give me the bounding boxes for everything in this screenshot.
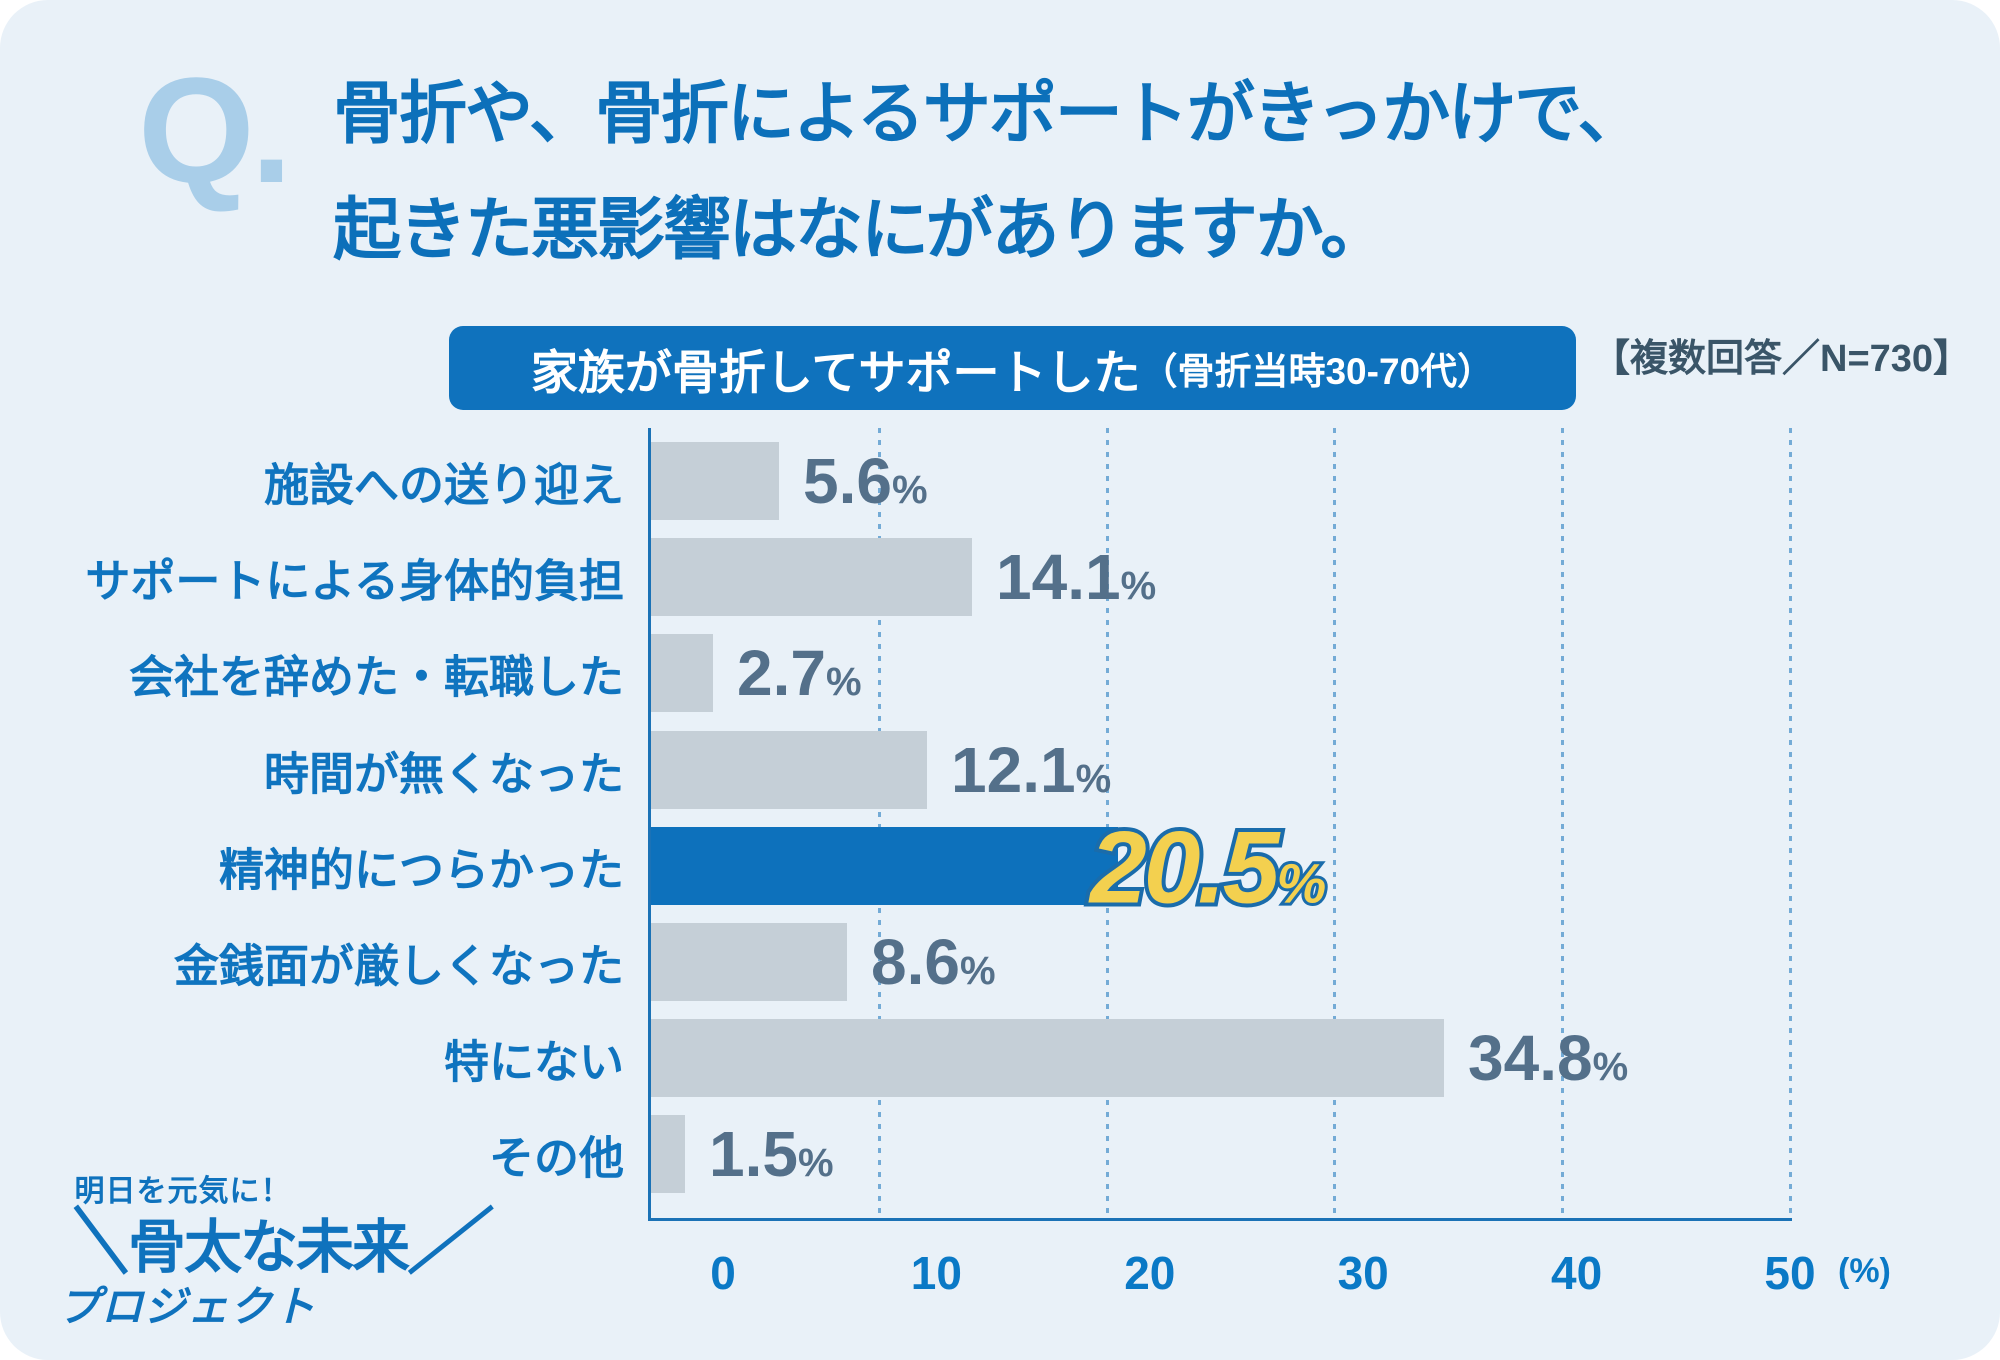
x-axis-unit-label: (%) <box>1838 1252 1891 1290</box>
logo-right-slash: ／ <box>408 1203 480 1283</box>
category-label: 金銭面が厳しくなった <box>173 940 624 992</box>
x-axis-tick-label: 10 <box>910 1247 962 1299</box>
question-title-line2: 起きた悪影響はなにがありますか。 <box>333 192 1388 268</box>
value-number: 14.1 <box>996 541 1121 613</box>
value-label: 2.7% <box>737 636 862 710</box>
percent-sign: % <box>1120 564 1157 608</box>
x-axis-line <box>648 1218 1792 1221</box>
value-number: 8.6 <box>871 926 960 998</box>
value-number: 1.5 <box>709 1118 798 1190</box>
x-axis-tick-label: 40 <box>1551 1247 1603 1299</box>
category-label: その他 <box>488 1132 624 1184</box>
value-label: 14.1% <box>996 540 1156 614</box>
badge-note-text: （骨折当時30-70代） <box>1140 351 1495 392</box>
logo-main-label: 骨太な未来 <box>128 1215 410 1280</box>
badge-main-text: 家族が骨折してサポートした <box>530 345 1141 399</box>
value-number: 5.6 <box>803 445 892 517</box>
category-label: 時間が無くなった <box>263 748 624 800</box>
question-mark-icon: Q. <box>138 46 292 214</box>
value-number: 12.1 <box>951 734 1076 806</box>
project-logo: 明日を元気に！ ＼骨太な未来／ プロジェクト <box>58 1166 480 1333</box>
category-label: 会社を辞めた・転職した <box>128 651 624 703</box>
gridline <box>1105 428 1109 1218</box>
bar <box>651 1019 1444 1097</box>
sample-size-annotation: 【複数回答／N=730】 <box>1592 338 1972 380</box>
gridline <box>1333 428 1337 1218</box>
percent-sign: % <box>825 660 862 704</box>
percent-sign: % <box>1075 757 1112 801</box>
gridline <box>1789 428 1792 1218</box>
percent-sign: % <box>797 1141 834 1185</box>
logo-main-text: ＼骨太な未来／ <box>58 1207 480 1281</box>
bar <box>651 634 713 712</box>
x-axis-tick-label: 20 <box>1124 1247 1176 1299</box>
bar <box>651 442 779 520</box>
value-label: 1.5% <box>709 1117 834 1191</box>
percent-sign: % <box>891 468 928 512</box>
logo-left-slash: ＼ <box>58 1203 130 1283</box>
gridline <box>877 428 881 1218</box>
value-label: 12.1% <box>951 733 1111 807</box>
question-title: 骨折や、骨折によるサポートがきっかけで、 起きた悪影響はなにがありますか。 <box>333 56 1645 288</box>
value-number: 34.8 <box>1468 1022 1593 1094</box>
percent-sign: % <box>1592 1045 1629 1089</box>
percent-sign: % <box>1274 849 1330 918</box>
category-label: 精神的につらかった <box>218 844 624 896</box>
value-label: 34.8% <box>1468 1021 1628 1095</box>
y-axis-line <box>648 428 651 1221</box>
gridline <box>1561 428 1565 1218</box>
category-label: 施設への送り迎え <box>263 459 624 511</box>
highlighted-bar <box>651 827 1118 905</box>
question-title-line1: 骨折や、骨折によるサポートがきっかけで、 <box>333 76 1645 152</box>
value-number: 2.7 <box>737 637 826 709</box>
percent-sign: % <box>959 949 996 993</box>
value-label: 8.6% <box>871 925 996 999</box>
value-label: 20.5% <box>1086 807 1330 929</box>
x-axis-tick-label: 30 <box>1337 1247 1389 1299</box>
bar <box>651 731 927 809</box>
value-number: 20.5 <box>1086 807 1284 929</box>
x-axis-tick-label: 0 <box>710 1247 736 1299</box>
bar <box>651 538 972 616</box>
category-label: 特にない <box>443 1036 624 1088</box>
value-label: 5.6% <box>803 444 928 518</box>
logo-sub-text: プロジェクト <box>58 1283 317 1330</box>
x-axis-tick-label: 50 <box>1764 1247 1816 1299</box>
respondent-group-badge: 家族が骨折してサポートした （骨折当時30-70代） <box>449 326 1576 410</box>
bar <box>651 923 847 1001</box>
bar <box>651 1115 685 1193</box>
logo-tagline: 明日を元気に！ <box>74 1175 292 1208</box>
category-label: サポートによる身体的負担 <box>85 555 624 607</box>
